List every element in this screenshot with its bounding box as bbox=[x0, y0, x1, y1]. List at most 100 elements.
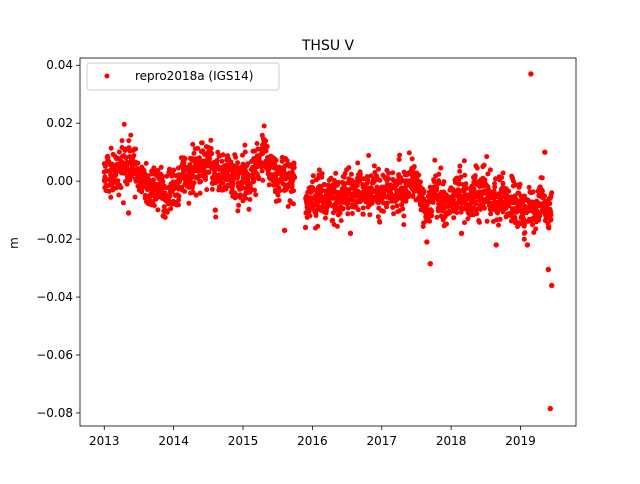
data-point bbox=[199, 140, 204, 146]
data-point bbox=[497, 216, 503, 222]
data-point bbox=[242, 142, 248, 148]
data-point bbox=[133, 146, 139, 152]
data-point bbox=[234, 164, 239, 170]
data-point bbox=[196, 173, 202, 179]
data-point bbox=[458, 174, 464, 180]
data-point bbox=[259, 164, 264, 170]
data-point bbox=[463, 181, 469, 187]
data-point bbox=[254, 171, 260, 177]
data-point bbox=[256, 156, 262, 161]
data-point bbox=[258, 160, 264, 165]
data-point bbox=[158, 164, 164, 170]
y-tick-label: −0.06 bbox=[36, 348, 73, 362]
data-point bbox=[276, 185, 282, 191]
data-point bbox=[534, 209, 540, 215]
data-point bbox=[341, 182, 347, 188]
data-point bbox=[244, 175, 250, 181]
data-point bbox=[119, 170, 125, 176]
data-point bbox=[462, 199, 468, 205]
data-point bbox=[530, 189, 536, 195]
outlier-point bbox=[542, 149, 548, 155]
data-point bbox=[131, 153, 137, 158]
data-point bbox=[484, 218, 490, 224]
data-point bbox=[317, 183, 323, 189]
outlier-point bbox=[424, 239, 430, 245]
data-point bbox=[176, 197, 181, 203]
data-point bbox=[319, 188, 325, 194]
data-point bbox=[322, 215, 328, 221]
data-point bbox=[521, 236, 527, 242]
data-point bbox=[176, 202, 181, 208]
data-point bbox=[472, 173, 478, 179]
data-point bbox=[381, 208, 386, 214]
x-tick-label: 2017 bbox=[366, 434, 397, 448]
data-point bbox=[421, 196, 427, 202]
data-point bbox=[150, 186, 156, 192]
data-point bbox=[230, 181, 236, 187]
axes: 2013 2014 2015 2016 2017 2018 2019 0.04 0.02 0.00… bbox=[36, 57, 577, 448]
data-point bbox=[155, 168, 161, 173]
outlier-point bbox=[125, 210, 132, 216]
data-point bbox=[451, 215, 457, 221]
data-point bbox=[428, 197, 434, 203]
data-point bbox=[242, 167, 248, 173]
data-point bbox=[530, 222, 535, 228]
data-point bbox=[272, 162, 278, 168]
data-point bbox=[200, 167, 205, 173]
data-point bbox=[481, 205, 487, 211]
data-point bbox=[384, 167, 390, 173]
data-point bbox=[276, 198, 282, 203]
data-point bbox=[197, 190, 203, 196]
data-point bbox=[442, 194, 448, 199]
data-point bbox=[263, 148, 269, 154]
data-point bbox=[289, 184, 295, 190]
data-point bbox=[371, 163, 377, 169]
data-point bbox=[282, 182, 288, 188]
data-point bbox=[126, 138, 132, 144]
data-point bbox=[251, 156, 257, 162]
y-tick-label: −0.08 bbox=[36, 406, 73, 420]
data-point bbox=[546, 215, 552, 221]
data-point bbox=[262, 143, 268, 149]
data-point bbox=[406, 150, 412, 156]
data-point bbox=[368, 173, 374, 179]
data-point bbox=[434, 187, 440, 193]
data-point bbox=[310, 179, 315, 185]
data-point bbox=[520, 212, 525, 218]
data-point bbox=[492, 181, 498, 186]
data-point bbox=[394, 188, 400, 194]
data-point bbox=[445, 194, 451, 200]
x-tick-label: 2018 bbox=[436, 434, 467, 448]
data-point bbox=[198, 179, 204, 184]
data-point bbox=[243, 195, 248, 201]
data-point bbox=[213, 214, 219, 220]
data-point bbox=[349, 211, 355, 216]
data-point bbox=[509, 210, 515, 216]
data-point bbox=[501, 185, 507, 191]
data-point bbox=[116, 192, 122, 198]
data-point bbox=[432, 157, 438, 163]
data-point bbox=[209, 186, 215, 192]
data-point bbox=[493, 176, 498, 182]
data-point bbox=[177, 179, 182, 185]
data-point bbox=[223, 186, 229, 192]
plot-frame bbox=[79, 57, 577, 427]
data-point bbox=[259, 168, 265, 174]
data-point bbox=[516, 184, 522, 190]
data-point bbox=[135, 160, 141, 166]
outlier-point bbox=[545, 266, 551, 273]
data-point bbox=[159, 173, 165, 179]
data-point bbox=[200, 148, 206, 154]
data-point bbox=[499, 175, 505, 181]
data-point bbox=[207, 155, 212, 161]
data-point bbox=[220, 152, 226, 158]
data-point bbox=[119, 138, 125, 144]
data-point bbox=[119, 163, 125, 169]
data-point bbox=[316, 167, 322, 173]
data-point bbox=[360, 211, 366, 217]
data-point bbox=[145, 173, 151, 179]
data-point bbox=[191, 180, 197, 186]
data-point bbox=[151, 177, 156, 183]
data-point bbox=[417, 184, 423, 190]
data-point bbox=[315, 223, 321, 229]
